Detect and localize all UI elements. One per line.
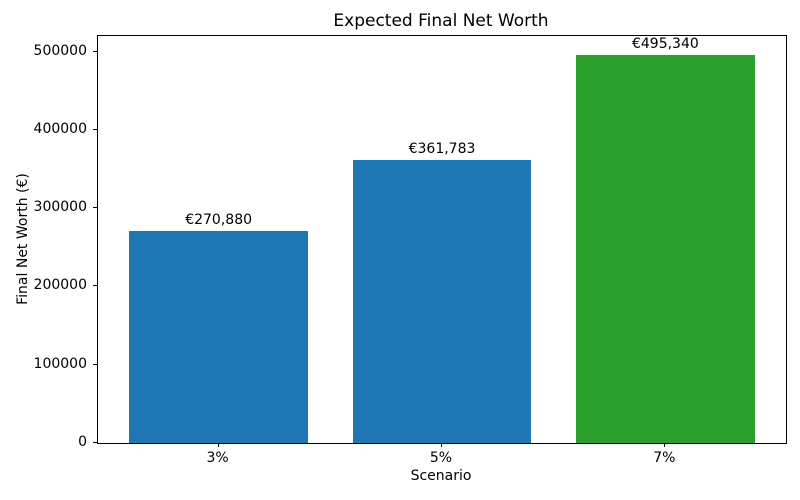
x-tick-label: 3% — [206, 450, 229, 466]
y-tick-label: 400000 — [33, 120, 87, 137]
bar-value-label: €495,340 — [631, 36, 699, 53]
y-tick-label: 100000 — [33, 355, 87, 372]
bar-5pct — [352, 159, 532, 443]
y-axis-label: Final Net Worth (€) — [15, 173, 31, 305]
x-tick-mark — [441, 443, 442, 447]
bar-3pct — [129, 231, 308, 443]
y-tick-mark — [93, 207, 97, 209]
y-tick-label: 300000 — [33, 199, 87, 216]
y-tick-label: 200000 — [33, 277, 87, 294]
x-axis-label: Scenario — [410, 468, 472, 484]
y-tick-mark — [93, 50, 97, 52]
y-tick-label: 0 — [78, 434, 87, 450]
y-tick-mark — [93, 442, 97, 443]
bar-7pct — [576, 55, 755, 443]
y-tick-label: 500000 — [33, 42, 87, 59]
y-tick-mark — [93, 363, 97, 365]
y-tick-mark — [93, 128, 97, 130]
bar-value-label: €270,880 — [185, 212, 253, 229]
x-tick-mark — [664, 443, 666, 447]
plot-area: €270,880 €361,783 €495,340 — [97, 35, 787, 444]
x-tick-label: 5% — [429, 450, 453, 466]
x-tick-mark — [217, 443, 219, 447]
chart-title: Expected Final Net Worth — [333, 11, 549, 31]
y-tick-mark — [93, 285, 97, 287]
x-tick-label: 7% — [653, 450, 676, 466]
bar-value-label: €361,783 — [408, 140, 476, 157]
